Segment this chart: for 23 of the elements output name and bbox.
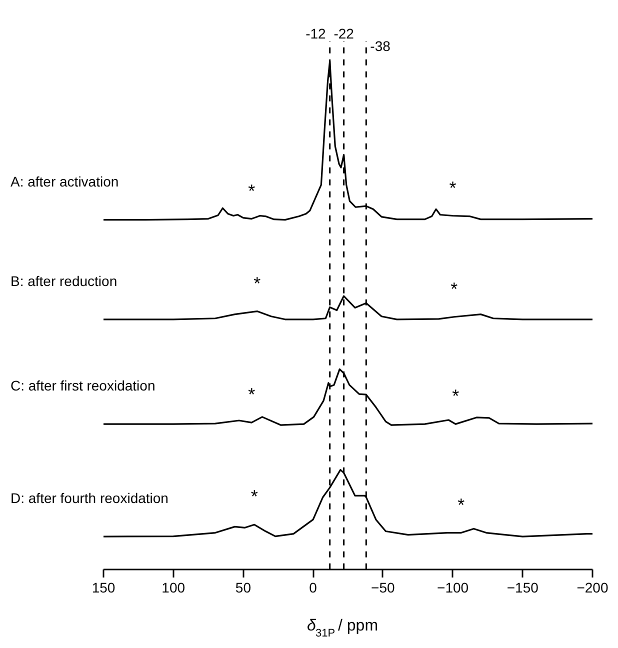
- annotation: *: [452, 386, 460, 406]
- annotation: *: [248, 384, 256, 405]
- annotation: *: [450, 278, 458, 299]
- text: C: after first reoxidation: [10, 378, 156, 394]
- x-tick-label: 100: [162, 579, 186, 596]
- ref-line-label: -38: [370, 38, 391, 54]
- text: A: after activation: [10, 173, 119, 190]
- text: B: after reduction: [10, 272, 118, 289]
- x-tick-label: 50: [235, 579, 252, 596]
- x-tick-label: −100: [437, 579, 469, 596]
- x-tick-label: −200: [576, 579, 608, 596]
- x-tick-label: −50: [371, 579, 396, 596]
- ref-line-label: -22: [334, 25, 354, 42]
- annotation: *: [458, 494, 465, 515]
- annotation: *: [449, 178, 456, 198]
- x-tick-label: 0: [309, 579, 318, 596]
- annotation: *: [254, 273, 261, 294]
- annotation: *: [248, 180, 256, 201]
- text: D: after fourth reoxidation: [10, 490, 168, 506]
- annotation: *: [250, 486, 258, 507]
- x-tick-label: 150: [92, 579, 116, 596]
- x-tick-label: −150: [506, 579, 539, 596]
- ref-line-label: -12: [306, 25, 326, 42]
